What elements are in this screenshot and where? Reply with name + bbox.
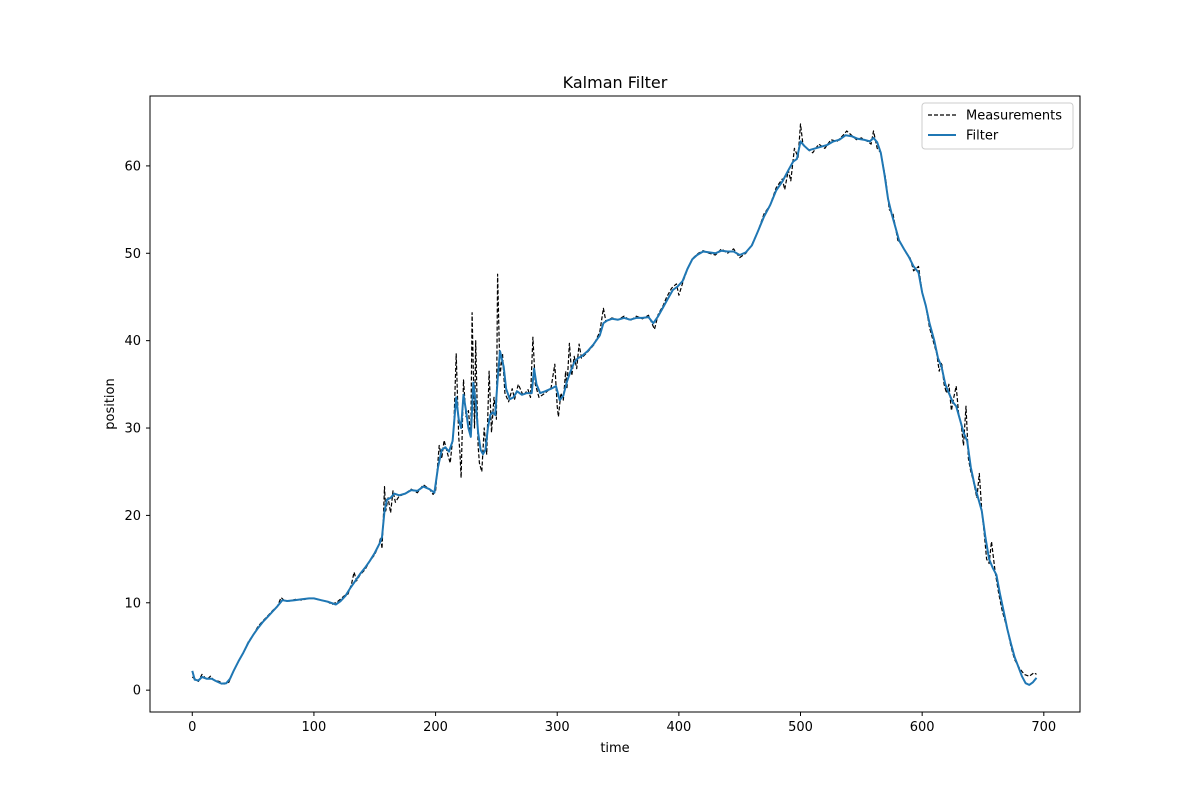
y-axis: 0 10 20 30 40 50 60 (124, 159, 150, 699)
x-tick-label: 400 (666, 720, 691, 735)
y-tick-label: 40 (124, 334, 141, 349)
x-tick-label: 600 (910, 720, 935, 735)
x-tick-label: 100 (302, 720, 327, 735)
x-tick-label: 300 (545, 720, 570, 735)
y-tick-label: 60 (124, 159, 141, 174)
y-tick-label: 50 (124, 247, 141, 262)
chart-title: Kalman Filter (563, 73, 668, 92)
x-axis-label: time (600, 741, 629, 756)
legend-frame (921, 102, 1074, 150)
x-axis: 0 100 200 300 400 500 600 700 (188, 712, 1056, 735)
y-tick-label: 30 (124, 422, 141, 437)
x-tick-label: 700 (1031, 720, 1056, 735)
y-tick-label: 20 (124, 509, 141, 524)
x-tick-label: 500 (788, 720, 813, 735)
legend-label-filter: Filter (966, 129, 999, 144)
x-tick-label: 0 (188, 720, 196, 735)
series-layer (191, 123, 1038, 686)
legend: Measurements Filter (921, 102, 1074, 150)
y-axis-label: position (103, 378, 118, 430)
y-tick-label: 0 (133, 684, 141, 699)
legend-label-measurements: Measurements (966, 109, 1062, 124)
x-tick-label: 200 (423, 720, 448, 735)
plot-area-frame (149, 95, 1081, 713)
series-line-filter (191, 134, 1038, 686)
y-tick-label: 10 (124, 596, 141, 611)
